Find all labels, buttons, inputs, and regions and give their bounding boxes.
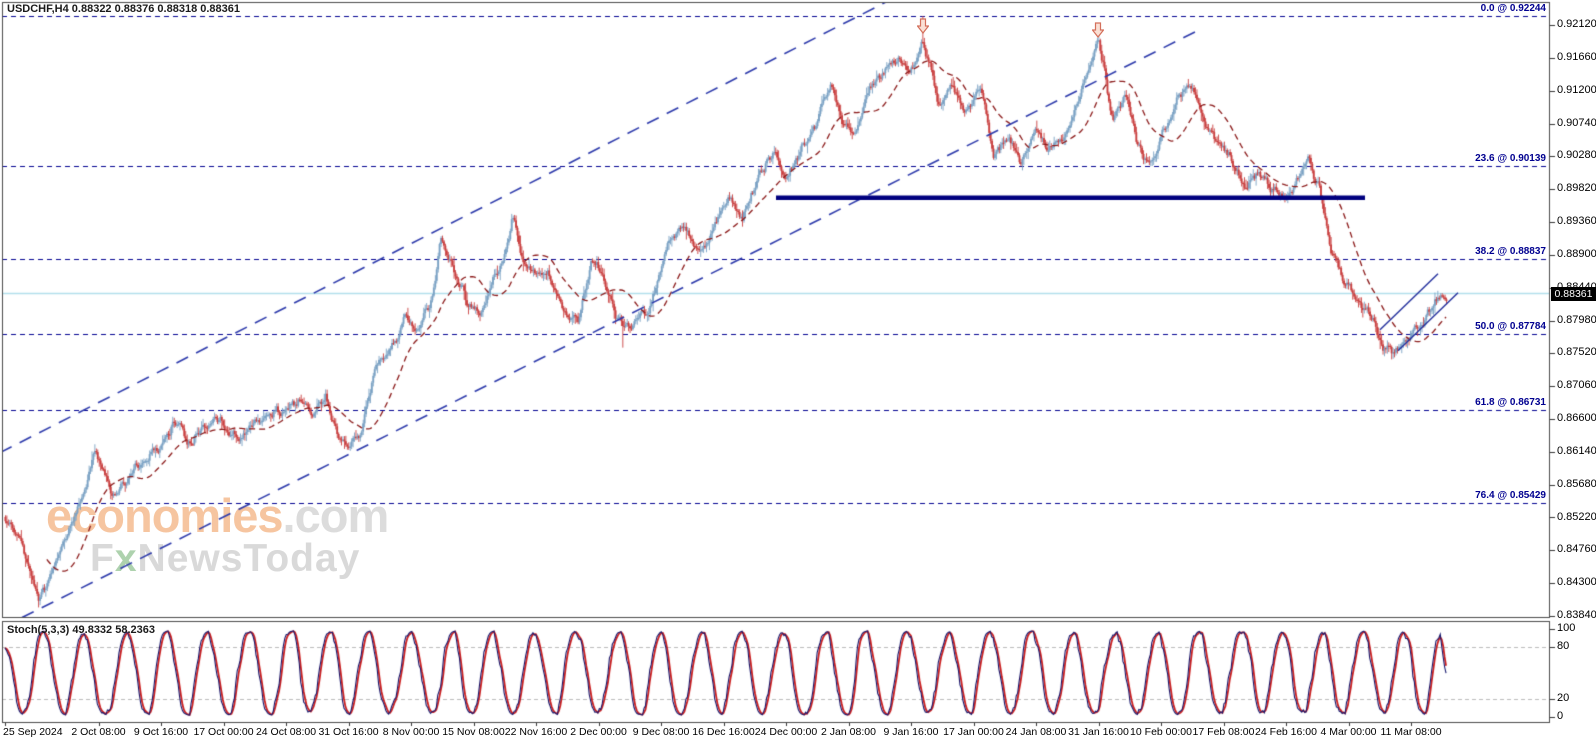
fib-label: 76.4 @ 0.85429 <box>1475 489 1546 501</box>
date-axis-label: 25 Sep 2024 <box>3 726 63 738</box>
date-axis-label: 9 Dec 08:00 <box>632 726 690 738</box>
date-axis-label: 10 Feb 00:00 <box>1130 726 1192 738</box>
stoch-axis-label: 80 <box>1557 639 1570 652</box>
price-axis-label: 0.90280 <box>1557 149 1596 162</box>
price-axis-label: 0.92120 <box>1557 18 1596 30</box>
date-axis-label: 9 Oct 16:00 <box>133 726 189 738</box>
price-axis-label: 0.84300 <box>1557 576 1596 589</box>
date-axis-label: 31 Jan 16:00 <box>1068 726 1129 738</box>
date-axis-label: 24 Jan 08:00 <box>1005 726 1067 738</box>
price-axis-label: 0.88900 <box>1557 247 1596 260</box>
price-axis-label: 0.91200 <box>1557 83 1596 96</box>
stoch-indicator-label: Stoch(5,3,3) 49.8332 58.2363 <box>7 624 155 636</box>
date-axis-label: 16 Dec 16:00 <box>692 726 755 738</box>
price-axis-label: 0.87980 <box>1557 313 1596 326</box>
symbol-ohlc-title: USDCHF,H4 0.88322 0.88376 0.88318 0.8836… <box>7 3 241 15</box>
date-axis-label: 17 Feb 08:00 <box>1192 726 1255 738</box>
price-axis-label: 0.86140 <box>1557 444 1596 457</box>
stoch-axis[interactable]: 100 80 20 0 <box>1550 621 1596 723</box>
date-axis-label: 17 Oct 00:00 <box>193 726 254 738</box>
stoch-axis-label: 0 <box>1557 710 1564 722</box>
price-axis-label: 0.85680 <box>1557 477 1596 490</box>
stoch-axis-label: 20 <box>1557 692 1570 705</box>
price-axis-label: 0.85220 <box>1557 510 1596 523</box>
time-axis[interactable]: 25 Sep 2024 2 Oct 08:00 9 Oct 16:00 17 Oct … <box>0 723 1596 743</box>
price-axis-label: 0.83840 <box>1557 609 1596 621</box>
date-axis-label: 24 Oct 08:00 <box>255 726 317 738</box>
stoch-axis-label: 100 <box>1557 622 1576 634</box>
current-price-badge: 0.88361 <box>1551 287 1596 301</box>
down-arrow-icon <box>1091 22 1105 38</box>
date-axis-label: 2 Dec 00:00 <box>570 726 627 738</box>
down-arrow-icon <box>916 18 930 34</box>
date-axis-label: 17 Jan 00:00 <box>943 726 1004 738</box>
date-axis-label: 31 Oct 16:00 <box>318 726 379 738</box>
price-axis-label: 0.84760 <box>1557 543 1596 556</box>
price-axis[interactable]: 0.92120 0.91660 0.91200 0.90740 0.90280 0.898… <box>1550 0 1596 621</box>
price-axis-label: 0.87520 <box>1557 346 1596 359</box>
date-axis-label: 11 Mar 08:00 <box>1380 726 1442 738</box>
date-axis-label: 24 Feb 16:00 <box>1255 726 1317 738</box>
fib-label: 38.2 @ 0.88837 <box>1475 246 1546 258</box>
date-axis-label: 9 Jan 16:00 <box>883 726 939 738</box>
price-axis-label: 0.91660 <box>1557 50 1596 63</box>
price-axis-label: 0.90740 <box>1557 116 1596 129</box>
date-axis-label: 2 Jan 08:00 <box>821 726 876 738</box>
fib-label: 23.6 @ 0.90139 <box>1475 153 1546 165</box>
date-axis-label: 15 Nov 08:00 <box>442 726 505 738</box>
price-axis-label: 0.86600 <box>1557 412 1596 424</box>
date-axis-label: 4 Mar 00:00 <box>1320 726 1377 738</box>
date-axis-label: 22 Nov 16:00 <box>504 726 568 738</box>
date-axis-label: 24 Dec 00:00 <box>754 726 818 738</box>
price-axis-label: 0.89360 <box>1557 215 1596 227</box>
fib-label: 50.0 @ 0.87784 <box>1475 321 1546 333</box>
fib-label: 61.8 @ 0.86731 <box>1475 396 1546 408</box>
date-axis-label: 2 Oct 08:00 <box>71 726 126 738</box>
date-axis-label: 8 Nov 00:00 <box>382 726 440 738</box>
fib-label: 0.0 @ 0.92244 <box>1480 3 1546 15</box>
price-axis-label: 0.87060 <box>1557 379 1596 392</box>
price-axis-label: 0.89820 <box>1557 182 1596 195</box>
